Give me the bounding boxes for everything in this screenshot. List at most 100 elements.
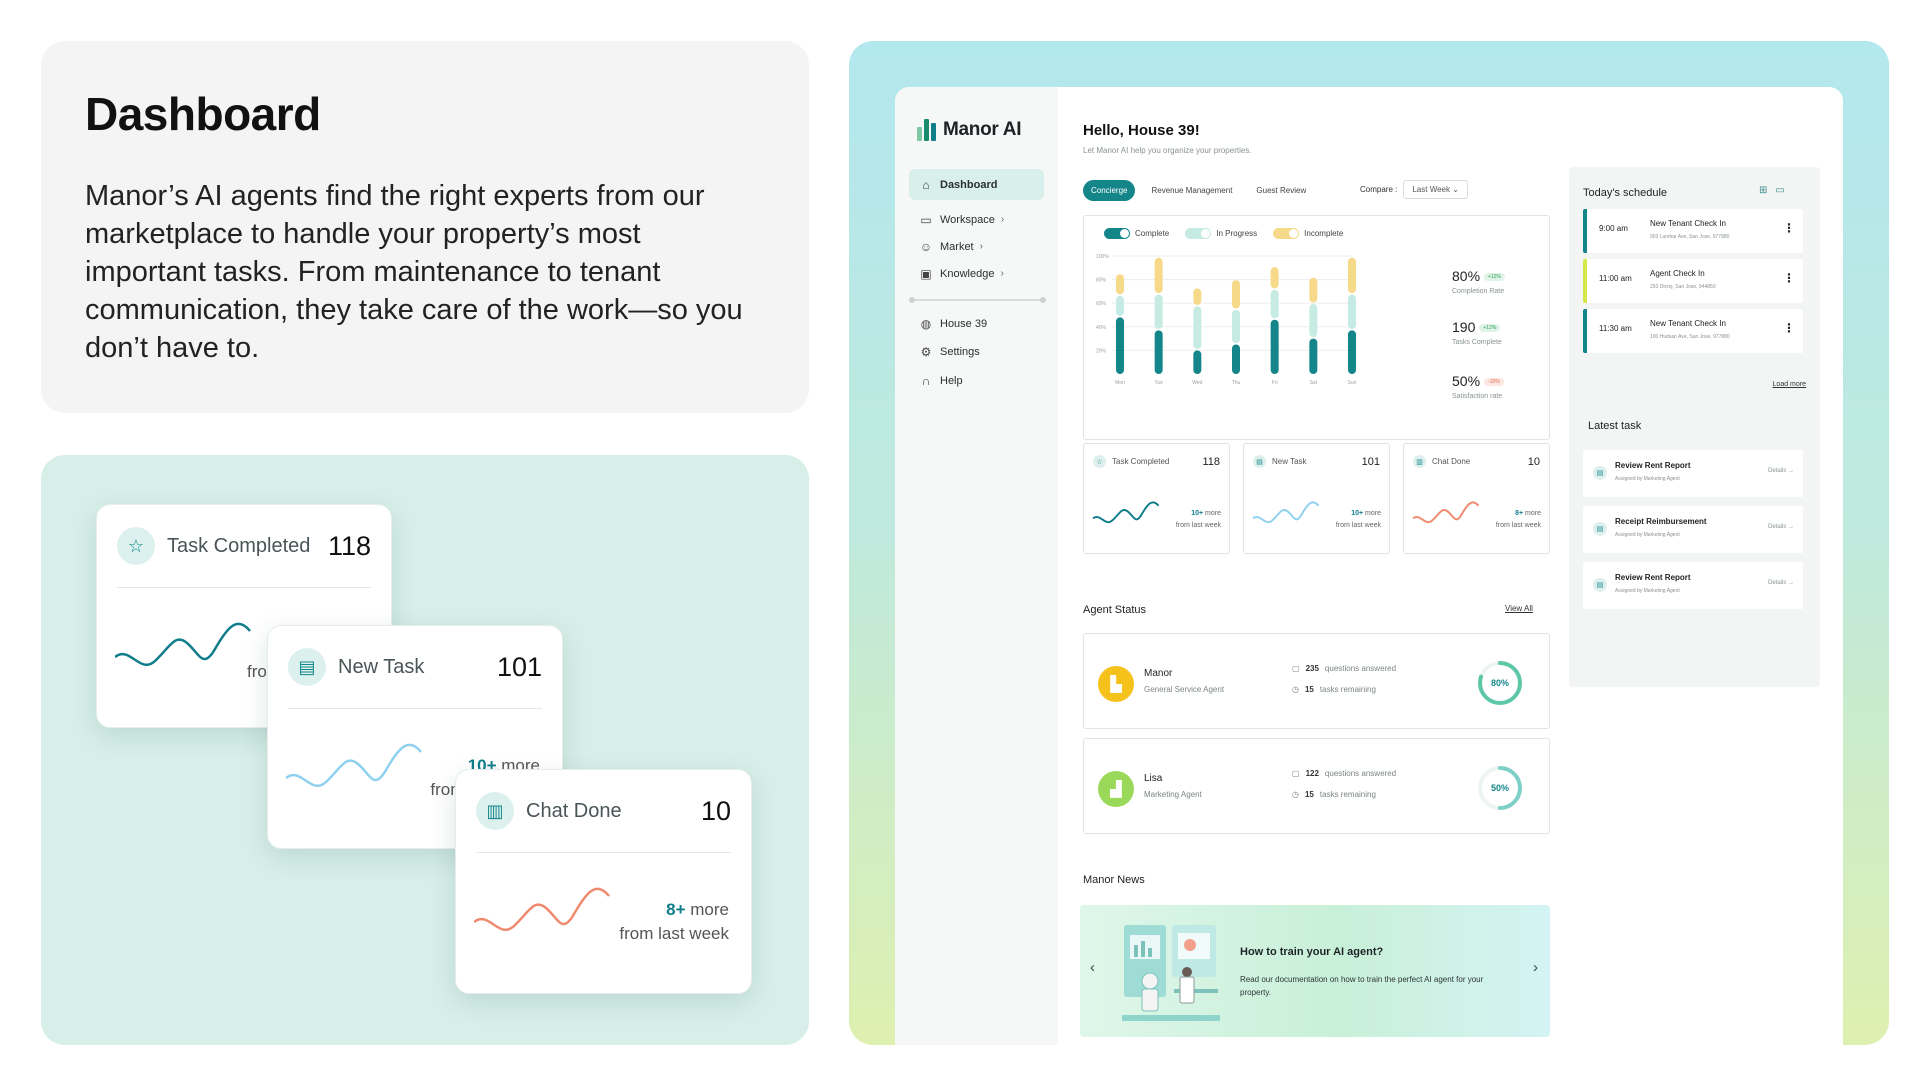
bar-segment-in-progress xyxy=(1193,306,1202,349)
sidebar-item-knowledge[interactable]: ▣ Knowledge › xyxy=(909,258,1044,289)
view-toggle-icons[interactable]: ⊞▭ xyxy=(1759,185,1793,196)
event-title: Agent Check In xyxy=(1650,269,1705,278)
agent-card-manor[interactable]: ▙ Manor General Service Agent ▢ 235 questi… xyxy=(1083,633,1550,729)
toggle-icon xyxy=(1185,228,1212,239)
sidebar-item-dashboard[interactable]: ⌂ Dashboard xyxy=(909,169,1044,200)
bar-segment-incomplete xyxy=(1270,267,1279,289)
sidebar-divider xyxy=(909,297,1046,303)
tab-revenue-management[interactable]: Revenue Management xyxy=(1151,186,1233,195)
view-all-link[interactable]: View All xyxy=(1505,604,1533,613)
sidebar-item-help[interactable]: ∩ Help xyxy=(909,365,1044,396)
mini-card-more-num: 8+ xyxy=(1515,510,1524,517)
chat-icon: ▢ xyxy=(1292,664,1300,673)
clock-icon: ◷ xyxy=(1292,685,1299,694)
gear-icon: ⚙ xyxy=(920,344,932,359)
news-headline[interactable]: How to train your AI agent? xyxy=(1240,946,1384,958)
stat-value: 190 xyxy=(1452,319,1476,335)
bar-segment-in-progress xyxy=(1309,304,1318,338)
latest-task-item[interactable]: ▤ Review Rent Report Assigned by Marketi… xyxy=(1583,450,1803,497)
more-vertical-icon[interactable]: ⋮ xyxy=(1783,271,1795,285)
sidebar-item-settings[interactable]: ⚙ Settings xyxy=(909,336,1044,367)
task-title: Receipt Reimbursement xyxy=(1615,517,1707,526)
clipboard-icon: ▥ xyxy=(1413,455,1426,468)
task-completed-card: ☆ Task Completed 118 from last week xyxy=(96,504,392,728)
compare-select[interactable]: Last Week ⌄ xyxy=(1403,180,1468,199)
ring-progress xyxy=(1478,766,1522,810)
agent-tasks-label: tasks remaining xyxy=(1319,685,1376,694)
schedule-event[interactable]: 11:00 am Agent Check In 293 Dicroj, San … xyxy=(1583,259,1803,303)
y-tick-label: 80% xyxy=(1096,278,1107,284)
mini-card-more-sub: from last week xyxy=(1495,522,1541,529)
brand-logo[interactable]: Manor AI xyxy=(917,119,1021,141)
more-vertical-icon[interactable]: ⋮ xyxy=(1783,221,1795,235)
mini-card-more-word: more xyxy=(1365,510,1381,517)
latest-task-title: Latest task xyxy=(1588,420,1642,432)
chat-done-card: ▥ Chat Done 10 8+ more from last week xyxy=(455,769,752,994)
load-more-link[interactable]: Load more xyxy=(1772,381,1806,388)
task-details-label: Details xyxy=(1767,580,1787,586)
x-tick-label: Tue xyxy=(1154,380,1163,386)
page-subtitle: Let Manor AI help you organize your prop… xyxy=(1083,146,1252,155)
sidebar: Manor AI ⌂ Dashboard ▭ Workspace › ☺ Mar… xyxy=(895,87,1058,1045)
bar-segment-in-progress xyxy=(1232,309,1240,343)
task-details-link[interactable]: Details → xyxy=(1768,524,1794,530)
sidebar-item-label: Help xyxy=(940,374,963,387)
chevron-left-icon[interactable]: ‹ xyxy=(1090,959,1095,976)
sidebar-item-house-39[interactable]: ◍ House 39 xyxy=(909,308,1044,339)
bar-segment-complete xyxy=(1193,350,1202,374)
clipboard-icon: ▥ xyxy=(476,792,514,830)
legend-in-progress[interactable]: In Progress xyxy=(1185,228,1257,239)
legend-label: In Progress xyxy=(1216,229,1258,238)
bar-segment-complete xyxy=(1232,344,1240,374)
card-label: Task Completed xyxy=(167,534,311,557)
intro-body: Manor’s AI agents find the right experts… xyxy=(85,180,743,364)
latest-task-item[interactable]: ▤ Review Rent Report Assigned by Marketi… xyxy=(1583,562,1803,609)
legend-label: Incomplete xyxy=(1304,229,1344,238)
card-divider xyxy=(288,708,542,709)
more-vertical-icon[interactable]: ⋮ xyxy=(1783,321,1795,335)
event-address: 903 Lumbar Ave, San Jose, 977880 xyxy=(1650,234,1730,240)
sidebar-item-workspace[interactable]: ▭ Workspace › xyxy=(909,204,1044,235)
agent-status-heading: Agent Status xyxy=(1083,604,1146,616)
x-tick-label: Wed xyxy=(1192,380,1202,386)
stat-label: Satisfaction rate xyxy=(1452,393,1503,400)
task-details-link[interactable]: Details → xyxy=(1768,468,1794,474)
mini-card-more-num: 10+ xyxy=(1191,510,1204,517)
mini-card-chat-done[interactable]: ▥ Chat Done 10 8+ more from last week xyxy=(1403,443,1550,554)
document-icon: ▤ xyxy=(288,648,326,686)
mini-card-task-completed[interactable]: ☆ Task Completed 118 10+ more from last wee… xyxy=(1083,443,1230,554)
event-title: New Tenant Check In xyxy=(1650,319,1726,328)
task-assigned-by: Assigned by Marketing Agent xyxy=(1615,532,1680,538)
star-icon: ☆ xyxy=(117,527,155,565)
schedule-event[interactable]: 9:00 am New Tenant Check In 903 Lumbar A… xyxy=(1583,209,1803,253)
agent-name: Lisa xyxy=(1144,773,1163,784)
event-time: 9:00 am xyxy=(1599,224,1628,233)
mini-card-label: Chat Done xyxy=(1432,457,1471,466)
arrow-right-icon: → xyxy=(1788,524,1794,530)
legend-label: Complete xyxy=(1135,229,1170,238)
sidebar-item-market[interactable]: ☺ Market › xyxy=(909,231,1044,262)
task-assigned-by: Assigned by Marketing Agent xyxy=(1615,476,1680,482)
tab-concierge[interactable]: Concierge xyxy=(1083,180,1136,201)
agent-role: Marketing Agent xyxy=(1144,790,1202,799)
sidebar-item-label: Settings xyxy=(940,345,980,358)
card-value: 10 xyxy=(700,795,731,826)
x-tick-label: Fri xyxy=(1272,380,1278,386)
task-details-link[interactable]: Details → xyxy=(1768,580,1794,586)
tab-guest-review[interactable]: Guest Review xyxy=(1256,186,1307,195)
event-title: New Tenant Check In xyxy=(1650,219,1726,228)
agent-name: Manor xyxy=(1144,668,1173,679)
latest-task-item[interactable]: ▤ Receipt Reimbursement Assigned by Mark… xyxy=(1583,506,1803,553)
agent-card-lisa[interactable]: ▟ Lisa Marketing Agent ▢ 122 questions ans… xyxy=(1083,738,1550,834)
legend-complete[interactable]: Complete xyxy=(1104,228,1169,239)
mini-card-more: 10+ more from last week xyxy=(1336,508,1381,532)
mini-card-new-task[interactable]: ▤ New Task 101 10+ more from last week xyxy=(1243,443,1390,554)
legend-incomplete[interactable]: Incomplete xyxy=(1273,228,1343,239)
chevron-right-icon[interactable]: › xyxy=(1533,959,1538,976)
bar-segment-complete xyxy=(1270,319,1279,374)
main-content: Hello, House 39! Let Manor AI help you o… xyxy=(1058,87,1843,1045)
bar-segment-incomplete xyxy=(1193,288,1202,305)
schedule-event[interactable]: 11:30 am New Tenant Check In 100 Hudsan … xyxy=(1583,309,1803,353)
compare-label: Compare : xyxy=(1360,185,1398,194)
card-more-num: 8+ xyxy=(666,900,686,919)
